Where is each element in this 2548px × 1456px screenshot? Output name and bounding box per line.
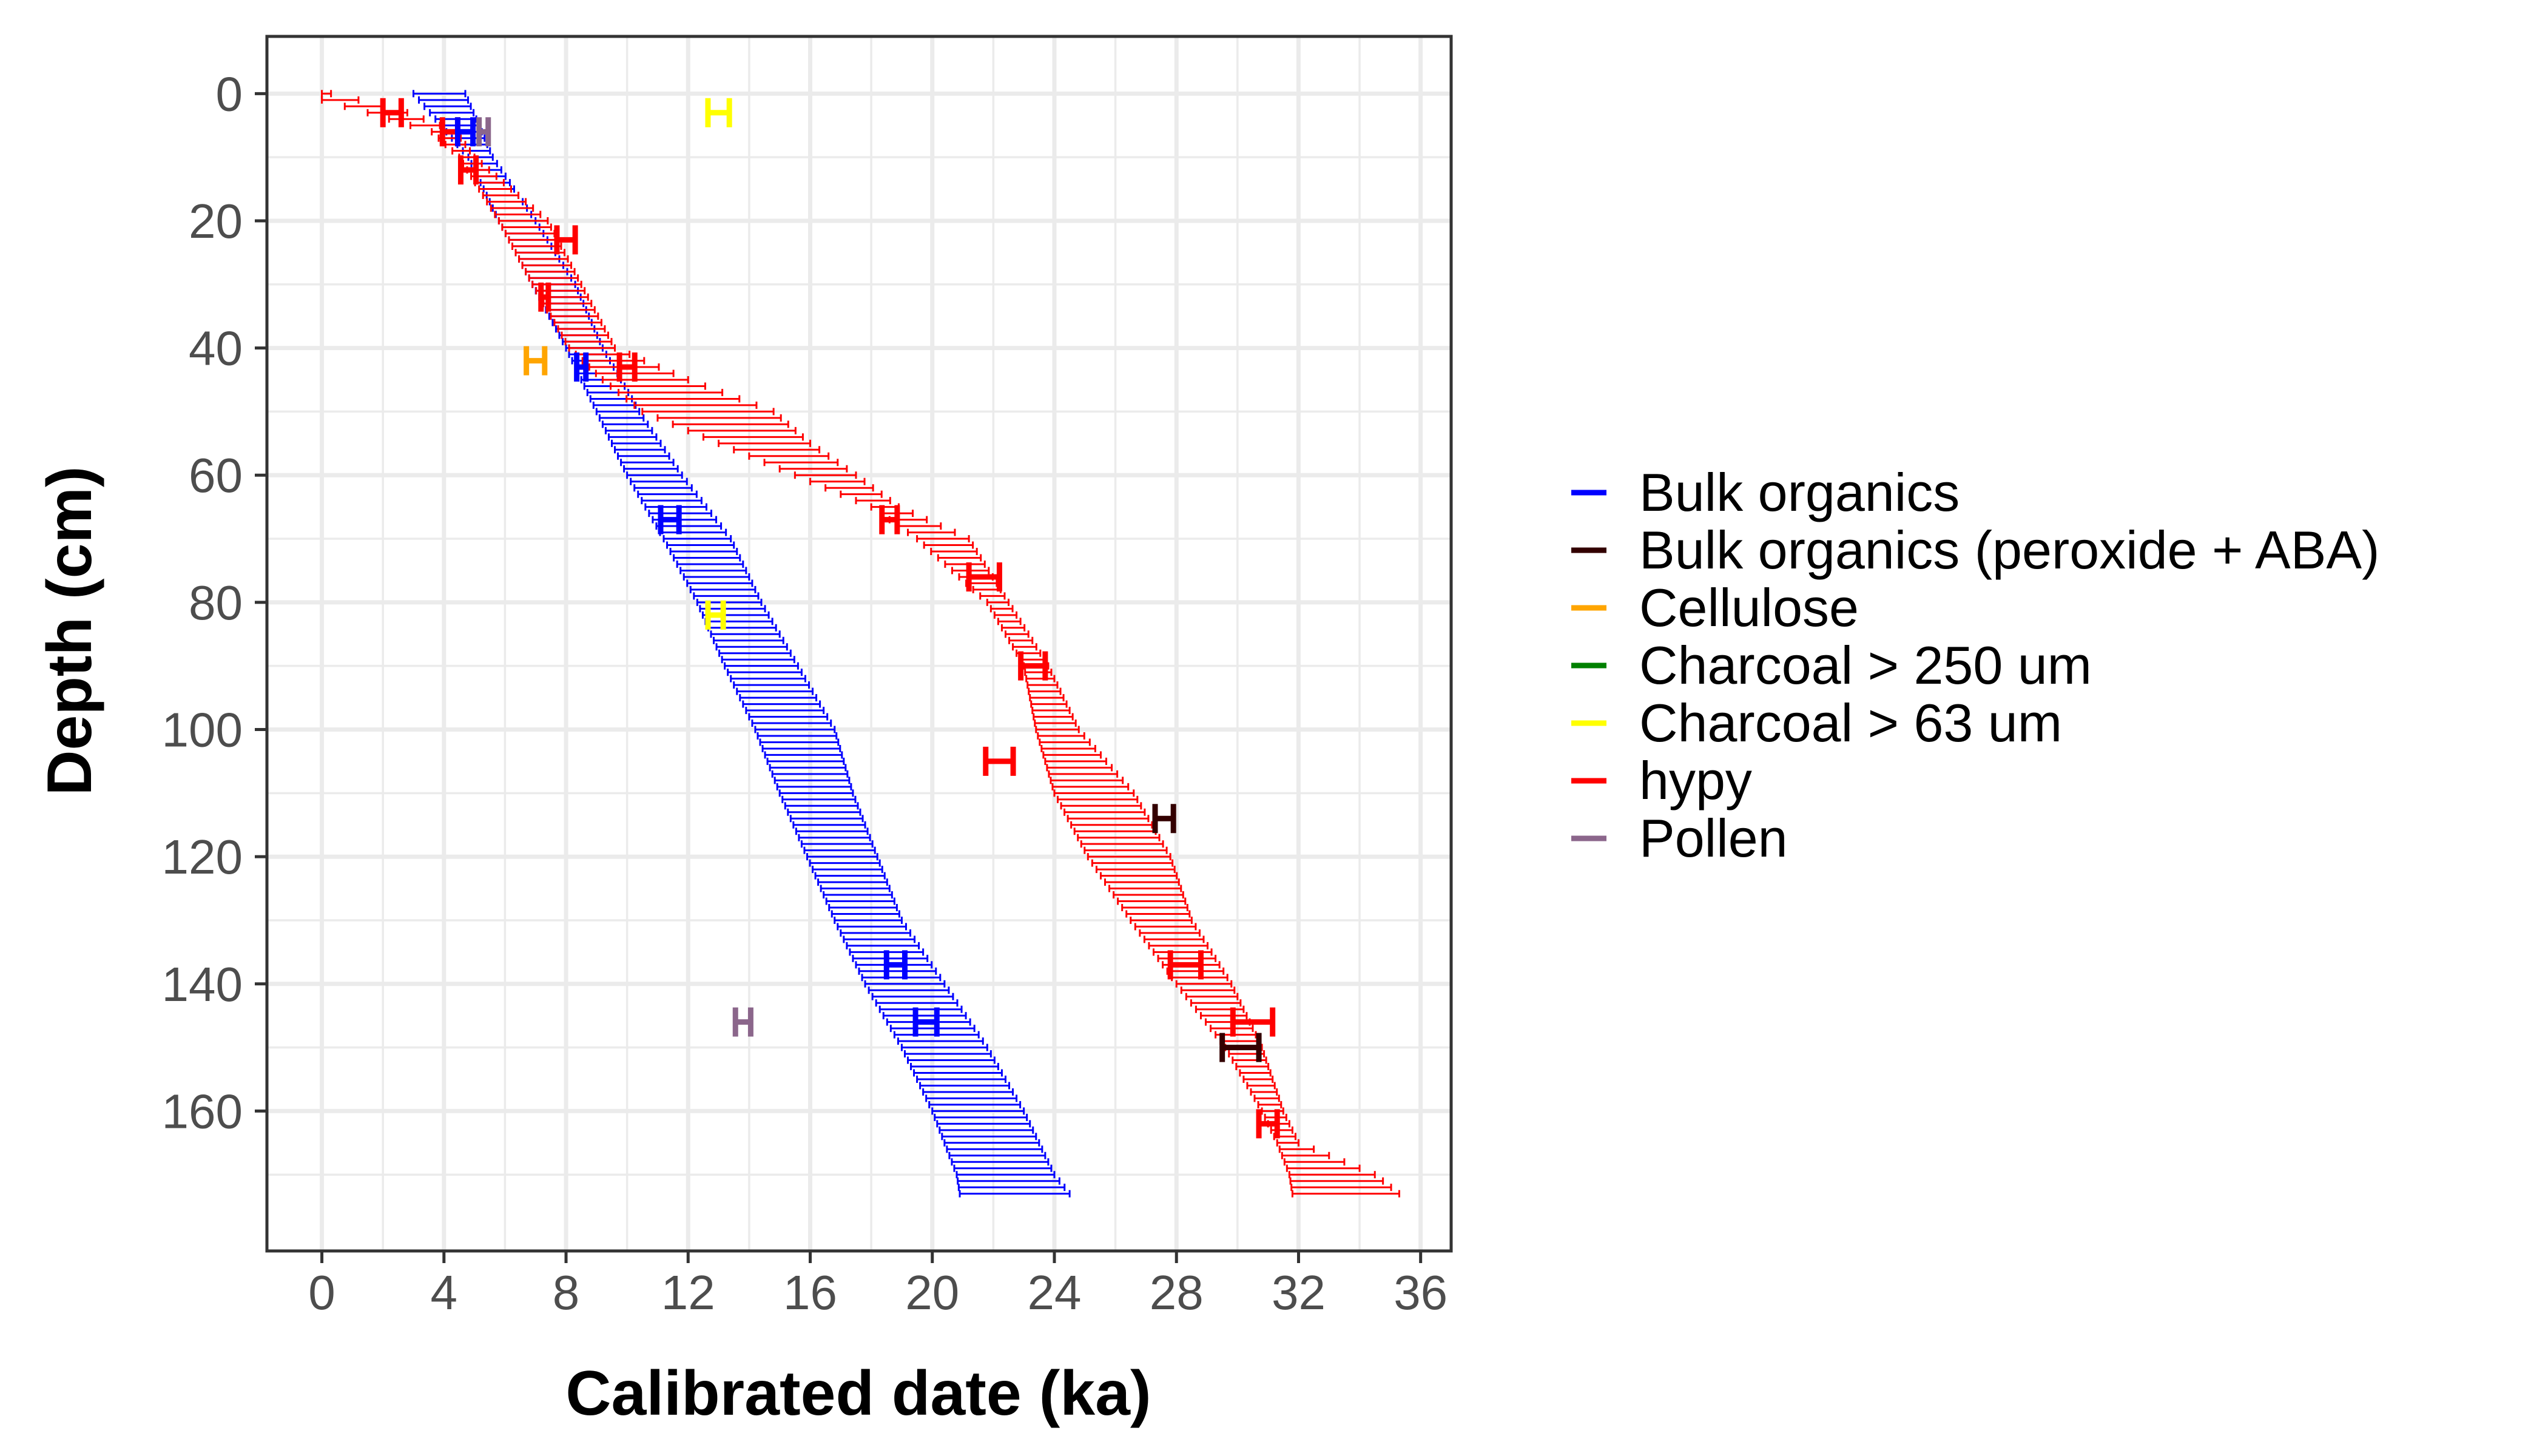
date-marker	[658, 505, 682, 534]
y-tick-label: 120	[162, 830, 243, 884]
legend-item: Charcoal > 250 um	[1571, 635, 2092, 695]
legend-label: Cellulose	[1639, 578, 1859, 638]
date-marker	[524, 346, 548, 376]
x-tick-label: 12	[661, 1266, 715, 1320]
legend-item: Pollen	[1571, 808, 1788, 868]
y-tick-label: 0	[216, 67, 243, 121]
legend-item: Charcoal > 63 um	[1571, 693, 2062, 753]
date-marker	[1219, 1033, 1262, 1062]
y-tick-label: 60	[189, 448, 243, 502]
x-axis-title: Calibrated date (ka)	[565, 1358, 1151, 1429]
date-marker	[883, 950, 908, 980]
x-tick-label: 32	[1272, 1266, 1326, 1320]
legend-item: Bulk organics	[1571, 462, 1960, 522]
x-tick-label: 8	[553, 1266, 580, 1320]
date-marker	[476, 117, 491, 147]
date-marker	[454, 117, 476, 147]
date-marker	[879, 505, 900, 534]
date-marker	[574, 352, 589, 382]
date-marker	[554, 225, 578, 255]
x-tick-label: 4	[431, 1266, 458, 1320]
date-marker	[1256, 1109, 1280, 1139]
date-marker	[966, 562, 1002, 592]
x-tick-label: 20	[905, 1266, 959, 1320]
x-tick-label: 28	[1150, 1266, 1204, 1320]
legend-item: Bulk organics (peroxide + ABA)	[1571, 520, 2379, 580]
y-tick-label: 20	[189, 194, 243, 248]
date-marker	[1167, 950, 1204, 980]
y-tick-label: 160	[162, 1084, 243, 1138]
plot-panel-border	[265, 35, 1453, 1253]
date-marker	[705, 98, 732, 127]
minor-gridlines	[267, 36, 1451, 1251]
date-marker	[1152, 804, 1176, 834]
y-tick-label: 40	[189, 322, 243, 376]
x-tick-label: 36	[1394, 1266, 1448, 1320]
major-gridlines	[267, 36, 1451, 1251]
legend-label: Charcoal > 250 um	[1639, 635, 2092, 695]
date-marker	[1230, 1007, 1276, 1037]
legend-label: Bulk organics (peroxide + ABA)	[1639, 520, 2379, 580]
date-marker	[983, 746, 1016, 776]
date-marker	[705, 600, 726, 630]
axes: 0 4 8 12 16 20 24 28 32 36 0 20 40 60 80 100 120 140 160	[162, 67, 1448, 1320]
date-marker	[380, 98, 404, 127]
legend-label: Pollen	[1639, 808, 1788, 868]
y-tick-label: 140	[162, 957, 243, 1011]
y-tick-label: 100	[162, 703, 243, 757]
y-axis-title: Depth (cm)	[35, 466, 105, 795]
x-tick-label: 24	[1027, 1266, 1081, 1320]
x-tick-label: 16	[783, 1266, 837, 1320]
date-marker	[1018, 651, 1048, 681]
legend-item: Cellulose	[1571, 578, 1859, 638]
date-marker	[732, 1007, 753, 1037]
date-marker	[616, 352, 638, 382]
legend-label: hypy	[1639, 750, 1752, 811]
radiocarbon-dates	[380, 98, 1280, 1139]
legend-label: Charcoal > 63 um	[1639, 693, 2062, 753]
legend-label: Bulk organics	[1639, 462, 1960, 522]
x-tick-label: 0	[308, 1266, 335, 1320]
date-marker	[912, 1007, 940, 1037]
y-tick-label: 80	[189, 576, 243, 630]
date-marker	[457, 155, 479, 185]
date-marker	[538, 282, 551, 312]
legend-item: hypy	[1571, 750, 1752, 811]
